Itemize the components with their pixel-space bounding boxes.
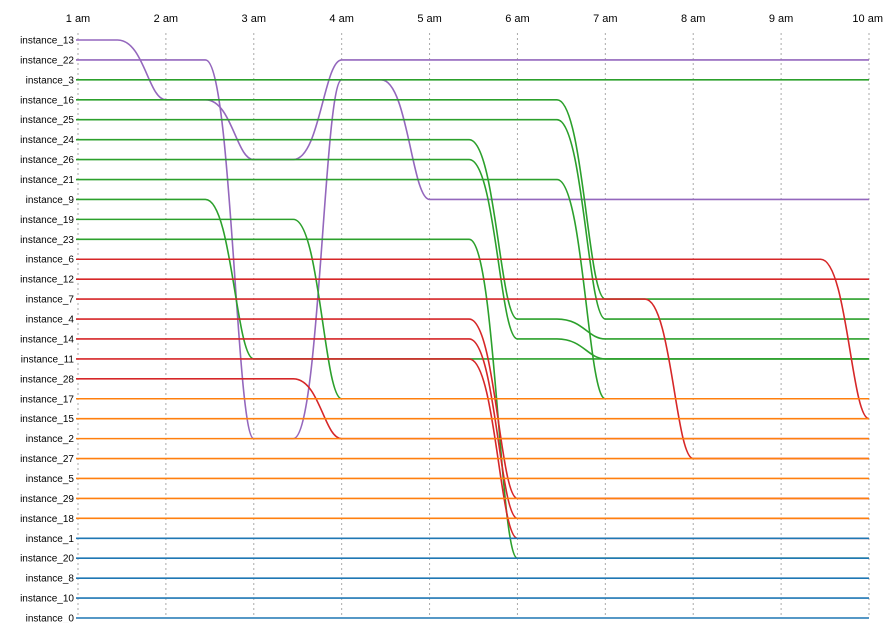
series-label-instance-13: instance_13 bbox=[20, 36, 74, 47]
x-tick-label: 4 am bbox=[329, 13, 353, 25]
series-label-instance-6: instance_6 bbox=[26, 255, 75, 266]
series-line-instance-13 bbox=[76, 39, 869, 161]
series-label-instance-22: instance_22 bbox=[20, 55, 74, 66]
x-tick-label: 1 am bbox=[66, 13, 90, 25]
x-tick-label: 5 am bbox=[417, 13, 441, 25]
series-lines bbox=[76, 39, 870, 619]
x-tick-label: 7 am bbox=[593, 13, 617, 25]
series-line-instance-24 bbox=[76, 138, 869, 340]
series-line-instance-19 bbox=[76, 218, 869, 400]
series-line-instance-14 bbox=[76, 338, 869, 520]
series-label-instance-4: instance_4 bbox=[26, 315, 75, 326]
series-line-instance-16 bbox=[76, 98, 869, 300]
series-label-instance-27: instance_27 bbox=[20, 454, 74, 465]
grid-lines bbox=[77, 33, 870, 618]
series-label-instance-24: instance_24 bbox=[20, 135, 74, 146]
instance-labels: instance_13 instance_22 instance_3 instance… bbox=[20, 36, 74, 623]
series-line-instance-25 bbox=[76, 118, 869, 320]
series-label-instance-16: instance_16 bbox=[20, 95, 74, 106]
series-label-instance-25: instance_25 bbox=[20, 115, 74, 126]
series-label-instance-23: instance_23 bbox=[20, 235, 74, 246]
series-line-instance-11 bbox=[76, 358, 869, 540]
series-label-instance-7: instance_7 bbox=[26, 295, 75, 306]
x-tick-label: 8 am bbox=[681, 13, 705, 25]
series-label-instance-21: instance_21 bbox=[20, 175, 74, 186]
series-label-instance-20: instance_20 bbox=[20, 554, 74, 565]
series-label-instance-14: instance_14 bbox=[20, 334, 74, 345]
series-label-instance-8: instance_8 bbox=[26, 574, 75, 585]
x-tick-label: 9 am bbox=[769, 13, 793, 25]
series-line-instance-21 bbox=[76, 178, 869, 400]
series-line-instance-4 bbox=[76, 318, 869, 500]
series-label-instance-26: instance_26 bbox=[20, 155, 74, 166]
series-label-instance-5: instance_5 bbox=[26, 474, 75, 485]
series-label-instance-9: instance_9 bbox=[26, 195, 75, 206]
x-tick-label: 6 am bbox=[505, 13, 529, 25]
x-tick-label: 2 am bbox=[154, 13, 178, 25]
series-label-instance-29: instance_29 bbox=[20, 494, 74, 505]
series-label-instance-17: instance_17 bbox=[20, 394, 74, 405]
series-label-instance-2: instance_2 bbox=[26, 434, 75, 445]
series-label-instance-19: instance_19 bbox=[20, 215, 74, 226]
x-axis: 1 am 2 am 3 am 4 am 5 am 6 am 7 am 8 am 9 am 10 a… bbox=[66, 13, 883, 25]
series-label-instance-15: instance_15 bbox=[20, 414, 74, 425]
series-label-instance-11: instance_11 bbox=[21, 354, 75, 365]
x-tick-label: 10 am bbox=[852, 13, 883, 25]
series-line-instance-28 bbox=[76, 378, 869, 440]
series-label-instance-28: instance_28 bbox=[20, 374, 74, 385]
series-label-instance-18: instance_18 bbox=[20, 514, 74, 525]
series-label-instance-10: instance_10 bbox=[20, 594, 74, 605]
series-line-instance-22 bbox=[76, 59, 869, 440]
series-label-instance-1: instance_1 bbox=[26, 534, 75, 545]
series-line-instance-6 bbox=[76, 258, 870, 420]
series-label-instance-12: instance_12 bbox=[20, 275, 74, 286]
series-label-instance-0: instance_0 bbox=[26, 614, 75, 623]
series-label-instance-3: instance_3 bbox=[26, 75, 75, 86]
x-tick-label: 3 am bbox=[242, 13, 266, 25]
